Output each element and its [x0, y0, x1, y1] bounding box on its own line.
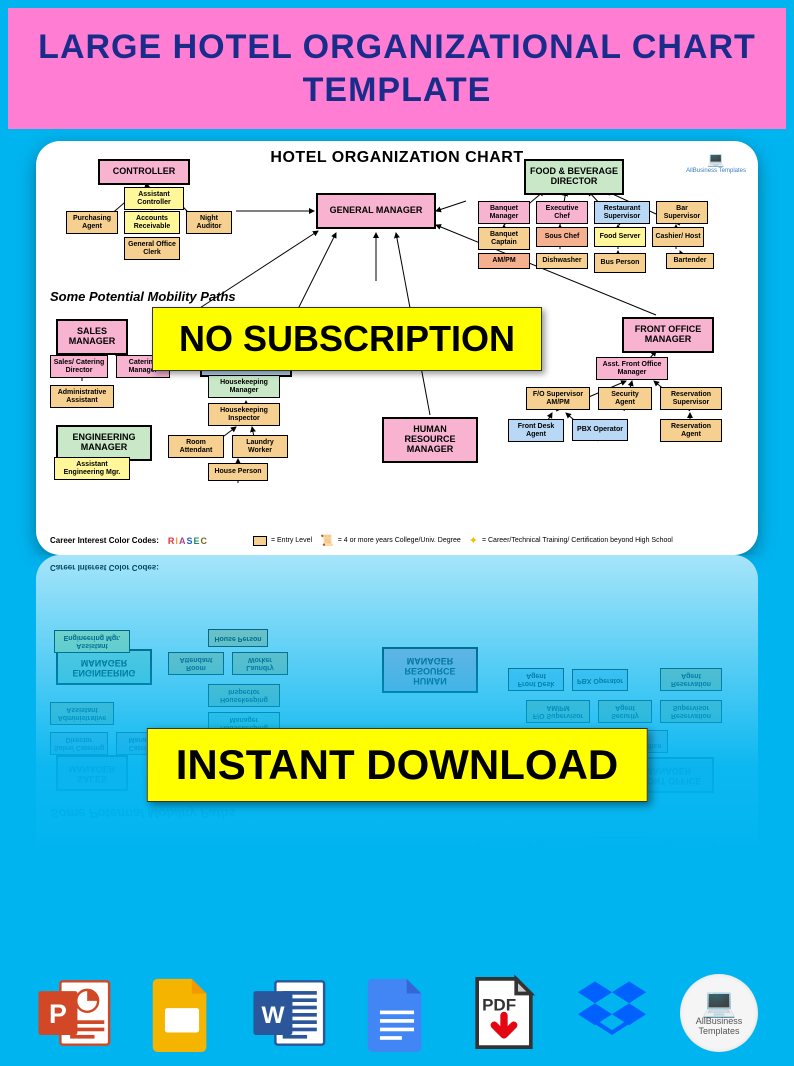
org-node: Accounts Receivable	[124, 211, 180, 234]
pdf-icon: PDF	[465, 974, 543, 1052]
org-node: Assistant Engineering Mgr.	[54, 457, 130, 480]
org-node: Dishwasher	[536, 253, 588, 269]
org-node: PBX Operator	[572, 419, 628, 441]
svg-text:PDF: PDF	[482, 996, 516, 1015]
org-node: Banquet Manager	[478, 201, 530, 224]
org-node: Housekeeping Inspector	[208, 403, 280, 426]
riasec-codes: RIASEC	[167, 536, 207, 546]
mobility-paths-label: Some Potential Mobility Paths	[50, 289, 236, 304]
header-banner: LARGE HOTEL ORGANIZATIONAL CHART TEMPLAT…	[8, 8, 786, 129]
google-docs-icon	[358, 974, 436, 1052]
org-node: Laundry Worker	[232, 435, 288, 458]
legend-cert: ✦ = Career/Technical Training/ Certifica…	[469, 534, 673, 547]
legend-entry-level: = Entry Level	[253, 536, 312, 546]
riasec-label: Career Interest Color Codes:	[50, 536, 159, 545]
org-node: AM/PM	[478, 253, 530, 269]
org-node: Security Agent	[598, 387, 652, 410]
org-node: Purchasing Agent	[66, 211, 118, 234]
chart-reflection: HOTEL ORGANIZATION CHARTSome Potential M…	[36, 555, 758, 855]
dropbox-icon	[573, 974, 651, 1052]
org-node: ENGINEERING MANAGER	[56, 425, 152, 461]
org-node: Asst. Front Office Manager	[596, 357, 668, 380]
org-node: HUMAN RESOURCE MANAGER	[382, 417, 478, 463]
watermark: 💻 AllBusiness Templates	[686, 151, 746, 174]
org-node: Executive Chef	[536, 201, 588, 224]
org-node: General Office Clerk	[124, 237, 180, 260]
org-node: Banquet Captain	[478, 227, 530, 250]
org-node: F/O Supervisor AM/PM	[526, 387, 590, 410]
instant-download-banner: INSTANT DOWNLOAD	[147, 728, 648, 802]
org-node: Reservation Supervisor	[660, 387, 722, 410]
svg-text:W: W	[261, 1002, 284, 1029]
org-node: Restaurant Supervisor	[594, 201, 650, 224]
org-chart-card: 💻 AllBusiness Templates HOTEL ORGANIZATI…	[36, 141, 758, 555]
org-node: Night Auditor	[186, 211, 232, 234]
org-node: Bar Supervisor	[656, 201, 708, 224]
org-node: FRONT OFFICE MANAGER	[622, 317, 714, 353]
org-node: Assistant Controller	[124, 187, 184, 210]
org-node: Sous Chef	[536, 227, 588, 247]
brand-label: AllBusiness Templates	[680, 1017, 758, 1037]
org-node: Bartender	[666, 253, 714, 269]
org-node: Sales/ Catering Director	[50, 355, 108, 378]
org-node: Housekeeping Manager	[208, 375, 280, 398]
chart-legend: Career Interest Color Codes: RIASEC = En…	[50, 534, 744, 547]
laptop-icon: 💻	[702, 989, 737, 1017]
org-node: Front Desk Agent	[508, 419, 564, 442]
org-node: House Person	[208, 463, 268, 481]
page-title: LARGE HOTEL ORGANIZATIONAL CHART TEMPLAT…	[28, 26, 766, 111]
org-node: SALES MANAGER	[56, 319, 128, 355]
org-node: CONTROLLER	[98, 159, 190, 185]
svg-text:P: P	[49, 999, 67, 1029]
org-node: Food Server	[594, 227, 646, 247]
allbusiness-templates-logo: 💻 AllBusiness Templates	[680, 974, 758, 1052]
org-node: Bus Person	[594, 253, 646, 273]
org-node: Cashier/ Host	[652, 227, 704, 247]
org-node: Reservation Agent	[660, 419, 722, 442]
org-node: FOOD & BEVERAGE DIRECTOR	[524, 159, 624, 195]
format-icon-row: P W PDF	[36, 974, 758, 1052]
no-subscription-banner: NO SUBSCRIPTION	[152, 307, 542, 371]
word-icon: W	[251, 974, 329, 1052]
google-slides-icon	[143, 974, 221, 1052]
powerpoint-icon: P	[36, 974, 114, 1052]
org-node: Room Attendant	[168, 435, 224, 458]
chart-title: HOTEL ORGANIZATION CHART	[270, 149, 523, 167]
legend-degree: 📜 = 4 or more years College/Univ. Degree	[320, 534, 461, 547]
org-node: GENERAL MANAGER	[316, 193, 436, 229]
org-node: Administrative Assistant	[50, 385, 114, 408]
